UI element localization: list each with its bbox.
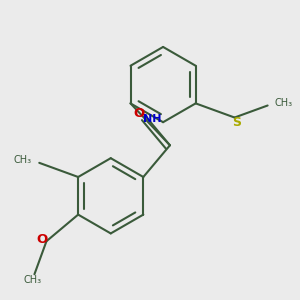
Text: CH₃: CH₃ (24, 275, 42, 285)
Text: CH₃: CH₃ (275, 98, 293, 108)
Text: CH₃: CH₃ (14, 155, 32, 165)
Text: NH: NH (142, 114, 161, 124)
Text: O: O (134, 107, 145, 120)
Text: O: O (36, 233, 47, 246)
Text: S: S (232, 116, 241, 129)
